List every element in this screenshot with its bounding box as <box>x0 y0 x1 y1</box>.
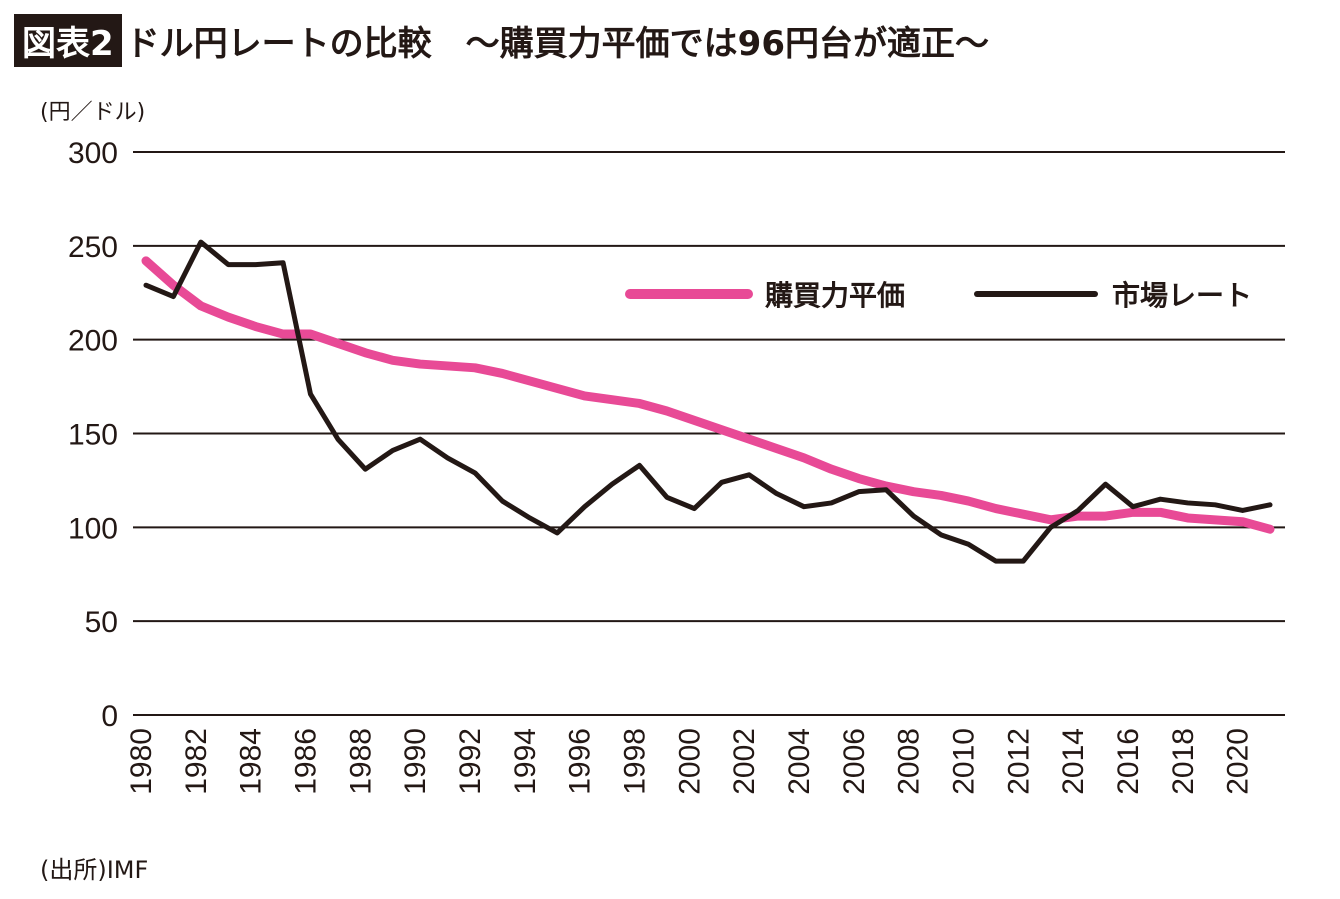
y-tick-label: 300 <box>68 137 118 170</box>
x-tick-label: 2010 <box>947 728 980 795</box>
y-tick-label: 250 <box>68 231 118 264</box>
figure-badge: 図表2 <box>14 14 122 67</box>
x-tick-label: 1996 <box>564 728 597 795</box>
title-text: ドル円レートの比較 ～購買力平価では96円台が適正～ <box>125 24 989 64</box>
source-note: (出所)IMF <box>40 856 149 884</box>
x-tick-label: 2016 <box>1112 728 1145 795</box>
x-tick-label: 1994 <box>509 728 542 795</box>
x-tick-label: 2012 <box>1002 728 1035 795</box>
x-tick-label: 2018 <box>1167 728 1200 795</box>
chart-title: 図表2 ドル円レートの比較 ～購買力平価では96円台が適正～ <box>14 14 989 67</box>
x-tick-label: 1998 <box>618 728 651 795</box>
x-tick-label: 1984 <box>235 728 268 795</box>
series-line-ppp <box>141 256 1275 534</box>
x-tick-label: 1992 <box>454 728 487 795</box>
x-tick-label: 2000 <box>673 728 706 795</box>
x-tick-label: 1990 <box>399 728 432 795</box>
x-tick-label: 2014 <box>1057 728 1090 795</box>
x-tick-label: 1986 <box>289 728 322 795</box>
y-tick-label: 50 <box>85 606 118 639</box>
y-tick-label: 0 <box>101 700 118 733</box>
x-tick-label: 2004 <box>783 728 816 795</box>
legend-label: 市場レート <box>1112 279 1252 312</box>
x-tick-label: 2008 <box>893 728 926 795</box>
x-tick-label: 1980 <box>125 728 158 795</box>
x-tick-label: 1982 <box>180 728 213 795</box>
y-tick-label: 200 <box>68 325 118 358</box>
x-tick-label: 1988 <box>344 728 377 795</box>
series-line-market-rate <box>143 239 1273 564</box>
x-tick-label: 2006 <box>838 728 871 795</box>
legend-label: 購買力平価 <box>765 279 905 312</box>
x-tick-label: 2020 <box>1222 728 1255 795</box>
x-tick-label: 2002 <box>728 728 761 795</box>
y-tick-label: 100 <box>68 512 118 545</box>
y-axis-unit: (円／ドル) <box>40 100 146 125</box>
y-tick-label: 150 <box>68 419 118 452</box>
